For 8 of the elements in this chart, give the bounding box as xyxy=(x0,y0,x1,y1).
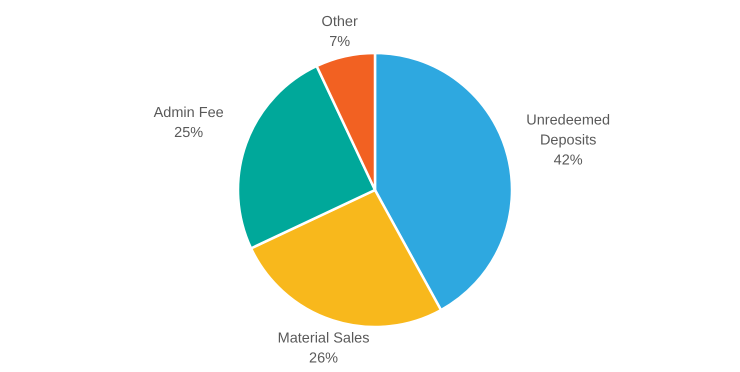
slice-label: Other xyxy=(322,14,358,30)
data-label: 42% xyxy=(554,152,583,168)
data-label: 26% xyxy=(309,350,338,366)
data-label: 7% xyxy=(329,34,350,50)
data-label: 25% xyxy=(174,124,204,141)
slice-label: Unredeemed Deposits xyxy=(526,112,610,148)
slice-label: Material Sales xyxy=(278,330,370,346)
slice-label: Admin Fee xyxy=(154,104,224,121)
